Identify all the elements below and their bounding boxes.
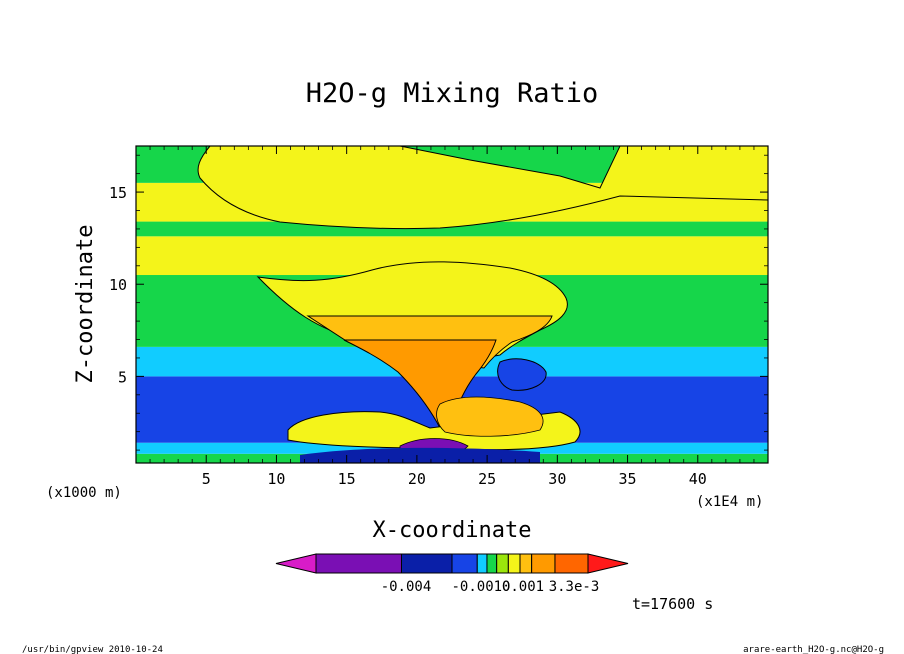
- colorbar-swatch-4: [486, 553, 498, 574]
- x-tick-label: 40: [689, 470, 707, 488]
- x-tick-label: 25: [478, 470, 496, 488]
- x-unit-left-label: (x1000 m): [46, 485, 122, 501]
- colorbar-swatch-2: [451, 553, 478, 574]
- plot-frame: [135, 145, 769, 464]
- footer-left-text: /usr/bin/gpview 2010-10-24: [22, 645, 163, 654]
- x-tick-labels: 5 10 15 20 25 30 35 40: [202, 470, 707, 488]
- upper-yellow-tongue: [197, 146, 768, 230]
- colorbar-max-extension: [587, 553, 629, 574]
- y-tick-label: 10: [109, 276, 127, 294]
- x-axis-label: X-coordinate: [373, 518, 532, 543]
- dry-blue-pocket: [497, 358, 547, 391]
- x-unit-right-label: (x1E4 m): [696, 494, 763, 510]
- y-tick-label: 15: [109, 184, 127, 202]
- colorbar-tick-label: 3.3e-3: [549, 579, 600, 595]
- colorbar: [275, 553, 629, 574]
- time-label: t=17600 s: [632, 595, 713, 613]
- colorbar-tick-label: -0.0010: [451, 579, 510, 595]
- y-tick-labels: 5 10 15: [109, 184, 127, 386]
- y-tick-label: 5: [118, 368, 127, 386]
- colorbar-swatch-3: [476, 553, 488, 574]
- chart-title: H2O-g Mixing Ratio: [306, 78, 599, 109]
- low-level-orange-streaks: [436, 396, 544, 437]
- surface-darkblue-layer: [300, 447, 540, 463]
- colorbar-tick-label: -0.004: [381, 579, 432, 595]
- colorbar-swatch-0: [315, 553, 402, 574]
- x-tick-label: 30: [548, 470, 566, 488]
- y-axis-label: Z-coordinate: [73, 225, 98, 384]
- colorbar-swatch-5: [496, 553, 509, 574]
- x-tick-label: 10: [267, 470, 285, 488]
- colorbar-swatch-7: [519, 553, 533, 574]
- mixing-ratio-field: [136, 146, 768, 463]
- x-tick-label: 5: [202, 470, 211, 488]
- colorbar-min-extension: [275, 553, 317, 574]
- colorbar-tick-label: 0.001: [502, 579, 544, 595]
- axis-ticks: [136, 146, 768, 463]
- x-tick-label: 35: [619, 470, 637, 488]
- colorbar-swatch-9: [554, 553, 589, 574]
- colorbar-swatch-6: [507, 553, 521, 574]
- footer-right-text: arare-earth_H2O-g.nc@H2O-g: [743, 645, 884, 654]
- colorbar-swatch-1: [400, 553, 453, 574]
- x-tick-label: 15: [338, 470, 356, 488]
- colorbar-swatch-8: [531, 553, 556, 574]
- x-tick-label: 20: [408, 470, 426, 488]
- field-band-6: [136, 221, 768, 237]
